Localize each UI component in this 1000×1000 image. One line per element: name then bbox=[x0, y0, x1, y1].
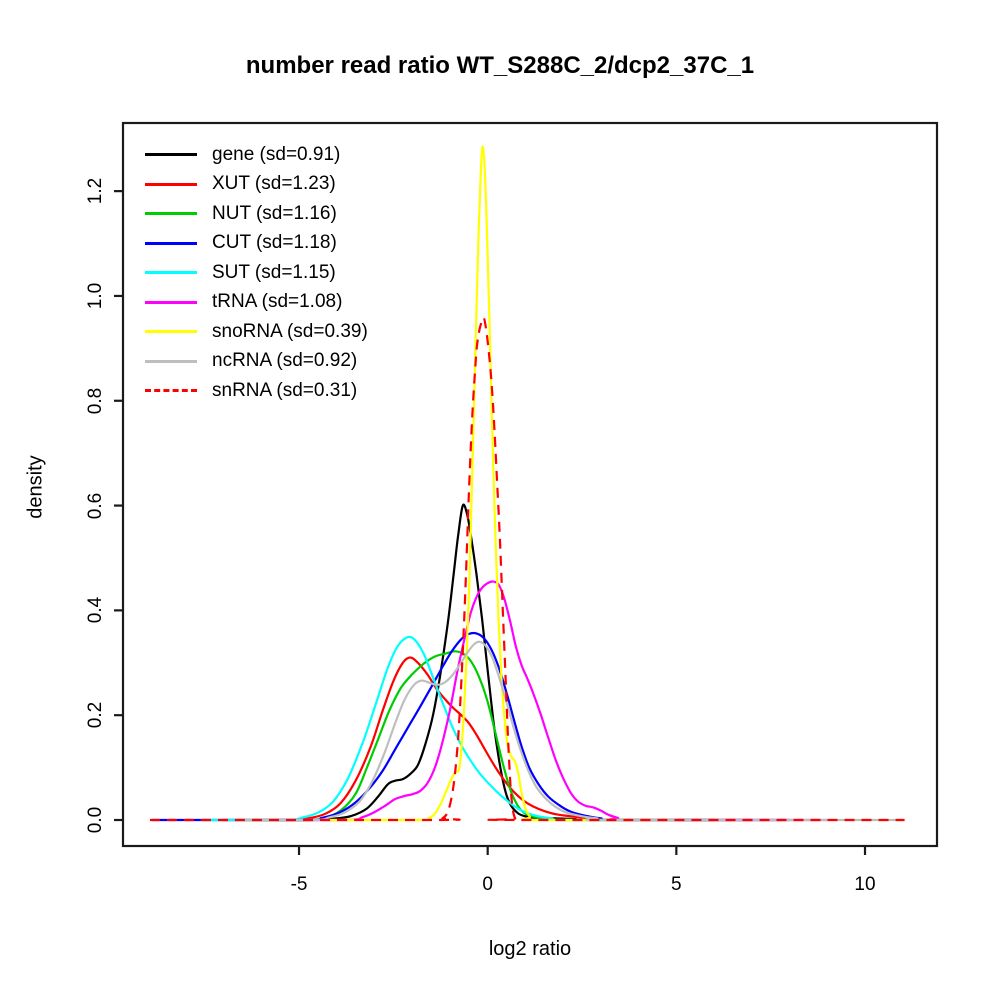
legend-line-sample bbox=[145, 182, 197, 186]
legend-item-label: SUT (sd=1.15) bbox=[212, 261, 336, 283]
x-tick-label: 10 bbox=[854, 874, 876, 895]
legend: gene (sd=0.91) XUT (sd=1.23) NUT (sd=1.16)… bbox=[145, 140, 368, 406]
y-tick-label: 0.2 bbox=[85, 701, 106, 729]
legend-item-label: CUT (sd=1.18) bbox=[212, 232, 337, 254]
legend-item: SUT (sd=1.15) bbox=[145, 258, 368, 288]
density-curve-tRNA bbox=[276, 580, 828, 822]
legend-line-sample bbox=[145, 153, 197, 157]
legend-item-label: tRNA (sd=1.08) bbox=[212, 291, 343, 313]
legend-item: NUT (sd=1.16) bbox=[145, 199, 368, 229]
legend-line-sample bbox=[145, 300, 197, 304]
legend-line-sample bbox=[145, 359, 197, 363]
y-tick-label: 1.2 bbox=[85, 177, 106, 205]
y-tick-label: 0.6 bbox=[85, 492, 106, 519]
legend-line-sample bbox=[145, 389, 197, 393]
x-tick-label: 5 bbox=[671, 874, 682, 895]
density-curve-SUT bbox=[200, 635, 715, 822]
legend-item: tRNA (sd=1.08) bbox=[145, 288, 368, 318]
legend-item: ncRNA (sd=0.92) bbox=[145, 347, 368, 377]
density-curve-XUT bbox=[223, 656, 752, 822]
plot-box bbox=[121, 121, 939, 848]
y-tick-label: 1.0 bbox=[85, 282, 106, 310]
legend-item-label: snoRNA (sd=0.39) bbox=[212, 320, 368, 342]
legend-item-label: snRNA (sd=0.31) bbox=[212, 379, 358, 401]
legend-line-sample bbox=[145, 241, 197, 245]
y-tick-label: 0.0 bbox=[85, 806, 106, 834]
legend-item-label: NUT (sd=1.16) bbox=[212, 202, 337, 224]
density-curve-gene bbox=[253, 503, 715, 822]
legend-item: snRNA (sd=0.31) bbox=[145, 376, 368, 406]
x-axis-label: log2 ratio bbox=[488, 938, 572, 960]
legend-item: CUT (sd=1.18) bbox=[145, 229, 368, 259]
density-curve-NUT bbox=[242, 650, 715, 822]
density-curve-ncRNA bbox=[242, 640, 903, 822]
axis-ticks bbox=[114, 190, 867, 855]
legend-item: gene (sd=0.91) bbox=[145, 140, 368, 170]
legend-item-label: ncRNA (sd=0.92) bbox=[212, 350, 358, 372]
y-axis-label: density bbox=[24, 455, 47, 519]
legend-line-sample bbox=[145, 271, 197, 275]
x-tick-label: 0 bbox=[482, 874, 493, 895]
legend-item-label: XUT (sd=1.23) bbox=[212, 173, 336, 195]
y-tick-label: 0.4 bbox=[85, 597, 106, 624]
plot-title: number read ratio WT_S288C_2/dcp2_37C_1 bbox=[245, 52, 755, 79]
x-tick-label: -5 bbox=[290, 874, 308, 895]
legend-line-sample bbox=[145, 330, 197, 334]
legend-item: XUT (sd=1.23) bbox=[145, 170, 368, 200]
density-curves bbox=[150, 145, 905, 822]
legend-line-sample bbox=[145, 212, 197, 216]
legend-item-label: gene (sd=0.91) bbox=[212, 143, 341, 165]
y-tick-label: 0.8 bbox=[85, 387, 106, 414]
legend-item: snoRNA (sd=0.39) bbox=[145, 317, 368, 347]
density-curve-snoRNA bbox=[329, 145, 677, 822]
